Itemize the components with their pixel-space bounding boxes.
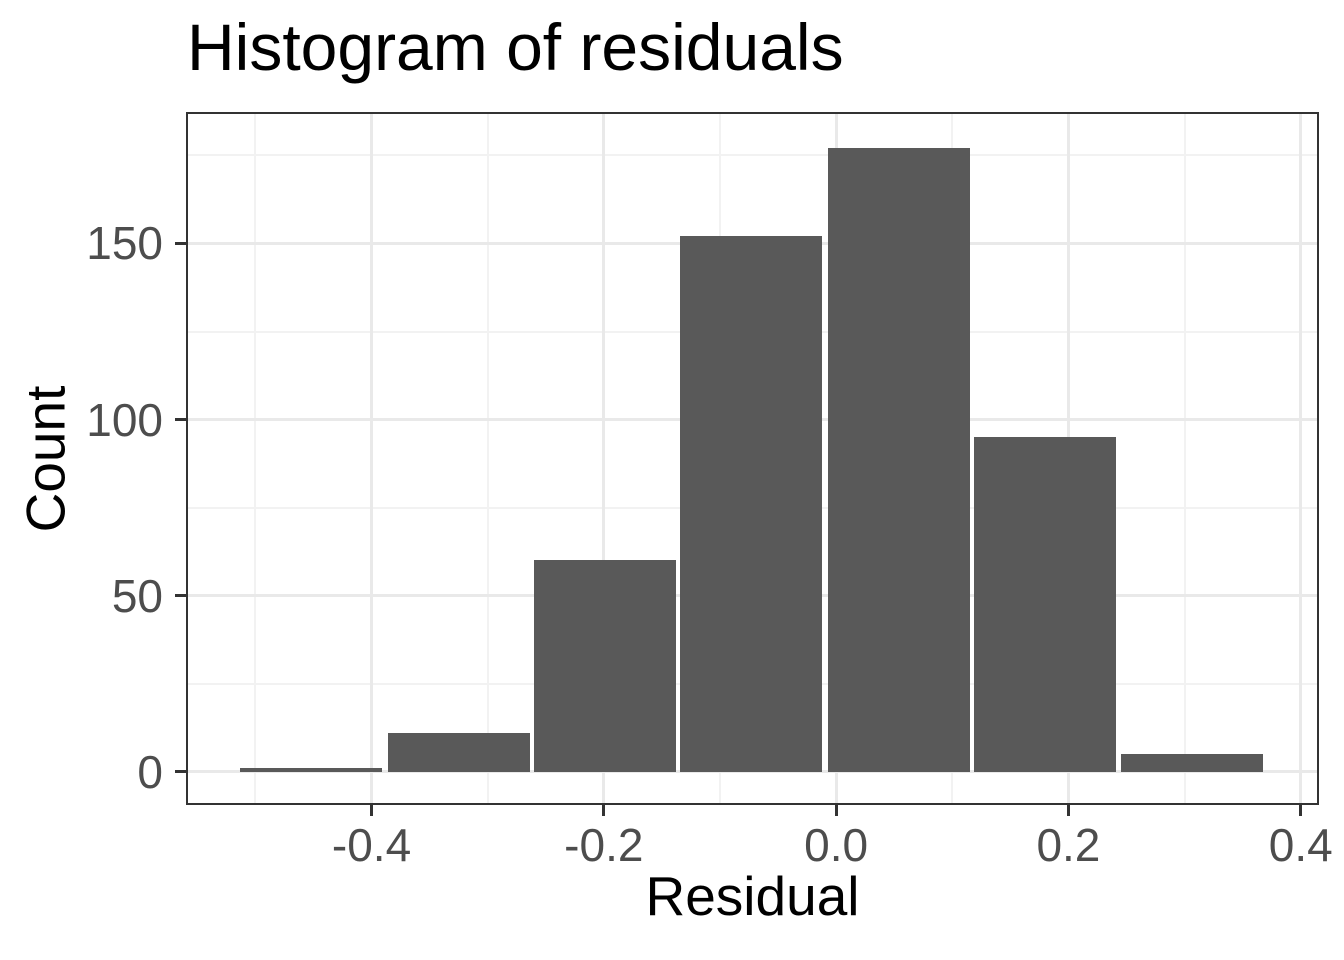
y-tick-mark [175, 594, 188, 598]
x-tick-label: 0.2 [1036, 819, 1101, 871]
y-axis-title: Count [14, 385, 77, 532]
x-tick-mark [602, 803, 606, 816]
histogram-bar [387, 733, 530, 772]
x-tick-mark [834, 803, 838, 816]
histogram-bar [1120, 754, 1263, 772]
histogram-bar [240, 768, 383, 772]
gridline-minor-x [1183, 114, 1186, 803]
gridline-major-x [1299, 114, 1303, 803]
y-tick-label: 150 [86, 217, 163, 270]
y-tick-mark [175, 770, 188, 774]
histogram-bar [974, 437, 1117, 772]
plot-panel [186, 112, 1319, 805]
histogram-bar [827, 148, 970, 772]
x-tick-label: -0.2 [564, 819, 644, 871]
y-tick-mark [175, 418, 188, 422]
histogram-bar [680, 236, 823, 772]
histogram-bar [533, 560, 677, 772]
x-axis-title: Residual [645, 865, 860, 927]
x-tick-label: 0.0 [804, 819, 869, 871]
gridline-minor-y [188, 154, 1317, 157]
gridline-major-y [188, 770, 1317, 774]
y-tick-mark [175, 241, 188, 245]
x-tick-mark [1299, 803, 1303, 816]
y-tick-label: 50 [111, 569, 163, 622]
x-tick-label: 0.4 [1268, 819, 1333, 871]
gridline-minor-x [254, 114, 257, 803]
y-tick-label: 100 [86, 393, 163, 446]
gridline-minor-x [486, 114, 489, 803]
gridline-major-x [602, 114, 606, 803]
x-tick-mark [1066, 803, 1070, 816]
x-tick-label: -0.4 [331, 819, 412, 871]
gridline-major-x [370, 114, 374, 803]
x-tick-mark [370, 803, 374, 816]
chart-title: Histogram of residuals [187, 10, 844, 84]
y-tick-label: 0 [137, 745, 163, 798]
